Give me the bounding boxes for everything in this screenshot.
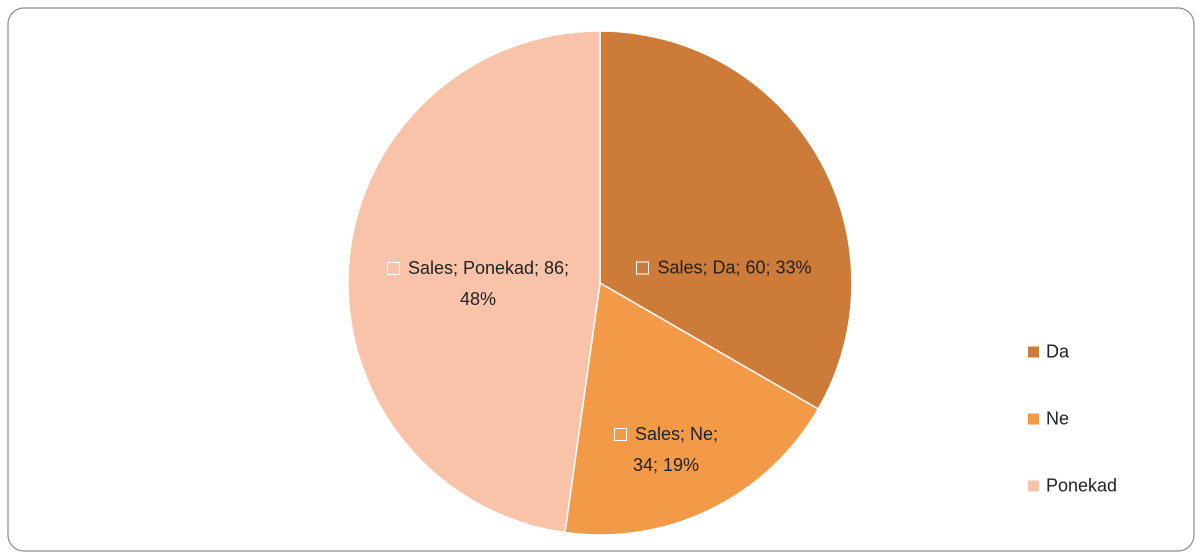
legend-label: Ne bbox=[1046, 408, 1070, 429]
legend-key bbox=[1028, 346, 1039, 358]
legend-entry: Ne bbox=[1028, 409, 1069, 430]
legend-label: Ponekad bbox=[1046, 475, 1118, 496]
data-label-text: Sales; Ponekad; 86; 48% bbox=[407, 258, 570, 309]
label-key bbox=[386, 262, 400, 275]
label-key bbox=[636, 261, 650, 275]
pie-slice bbox=[347, 30, 601, 534]
data-label: Sales; Da; 60; 33% bbox=[604, 253, 844, 284]
data-label: Sales; Ponekad; 86; 48% bbox=[383, 253, 573, 315]
legend-key bbox=[1028, 480, 1039, 492]
legend-key bbox=[1028, 413, 1039, 425]
data-label: Sales; Ne; 34; 19% bbox=[601, 419, 731, 481]
pie-slice bbox=[564, 281, 820, 536]
pie-slice bbox=[599, 30, 853, 411]
label-key bbox=[613, 428, 627, 441]
legend-entry: Da bbox=[1028, 342, 1069, 363]
legend-label: Da bbox=[1046, 341, 1070, 362]
data-label-text: Sales; Da; 60; 33% bbox=[657, 257, 812, 278]
legend-entry: Ponekad bbox=[1028, 476, 1117, 497]
data-label-text: Sales; Ne; 34; 19% bbox=[632, 424, 719, 475]
